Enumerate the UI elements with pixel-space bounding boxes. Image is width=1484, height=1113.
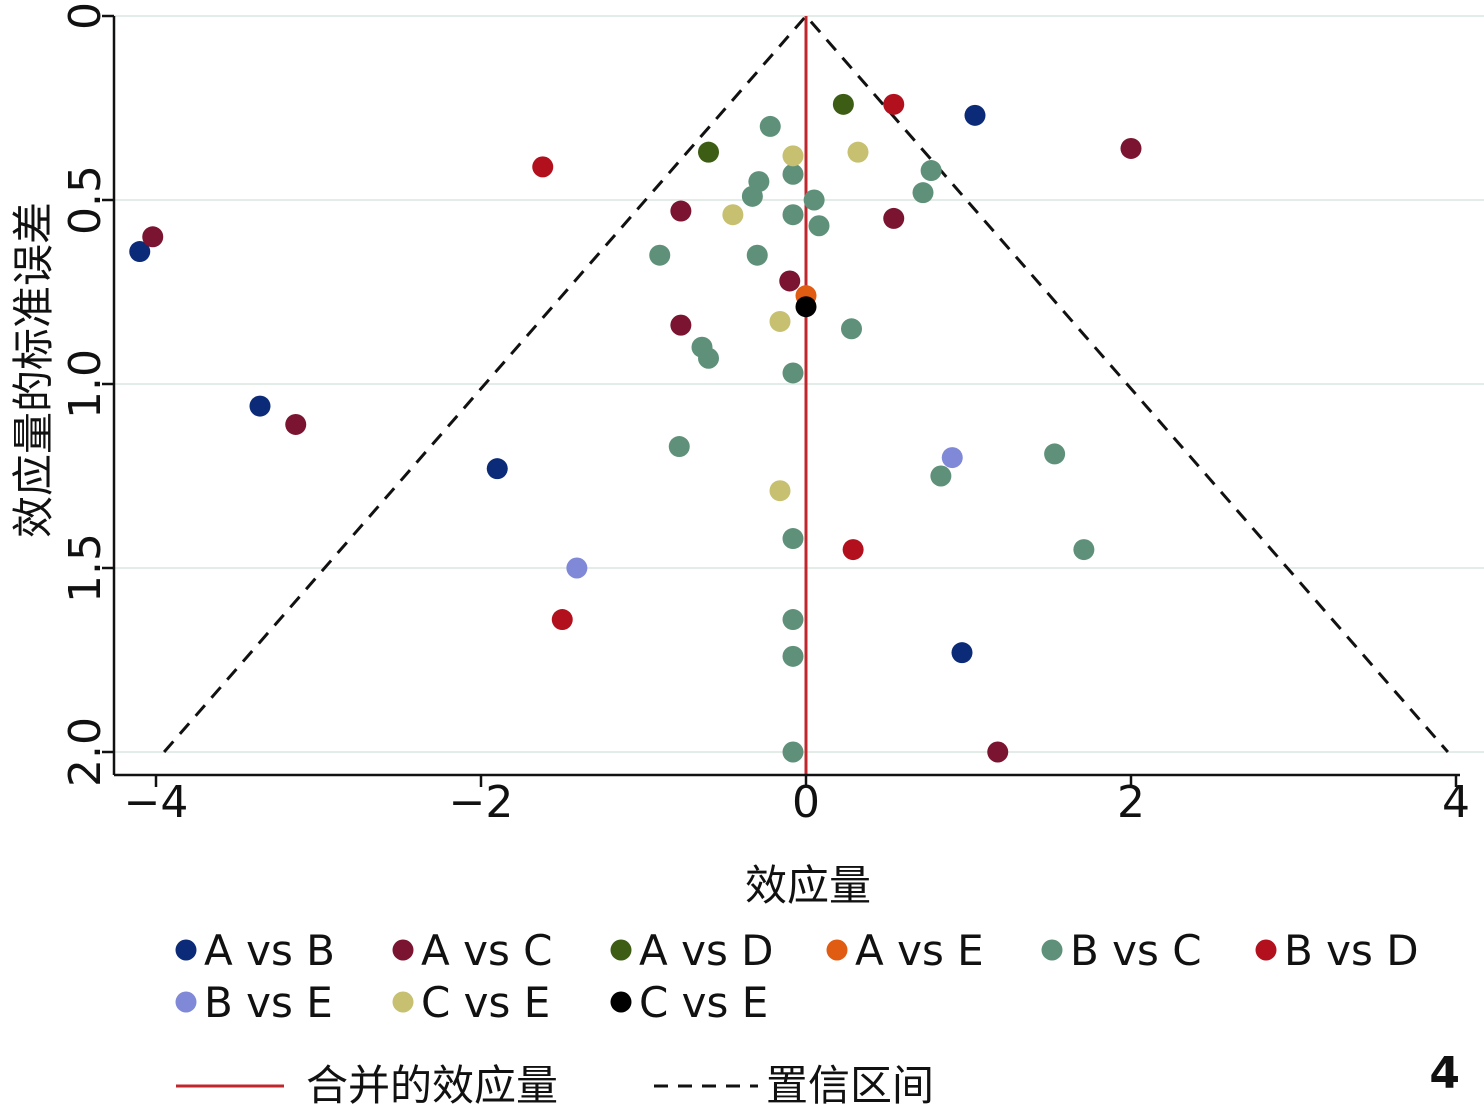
legend-ci-label: 置信区间	[766, 1061, 934, 1110]
data-point	[795, 296, 817, 318]
data-point	[841, 318, 862, 340]
data-point	[741, 185, 763, 207]
data-point	[808, 215, 830, 237]
legend-marker	[175, 939, 197, 961]
data-point	[847, 141, 869, 163]
data-point	[912, 182, 934, 204]
data-point	[129, 241, 151, 263]
legend-label: B vs E	[204, 978, 333, 1027]
legend-label: A vs E	[855, 926, 984, 975]
legend-marker	[1041, 939, 1063, 961]
data-point	[941, 447, 963, 469]
data-point	[1073, 539, 1095, 561]
data-point	[551, 609, 573, 631]
data-point	[769, 310, 791, 332]
legend-label: A vs B	[204, 926, 335, 975]
data-point	[883, 93, 905, 115]
ci-dashed-line	[162, 13, 1450, 753]
data-point	[285, 413, 307, 435]
data-point	[649, 244, 671, 266]
confidence-interval-lines	[162, 13, 1450, 753]
legend-marker	[175, 991, 197, 1013]
data-point	[832, 93, 854, 115]
data-point	[803, 189, 825, 211]
data-point	[1120, 137, 1142, 159]
y-tick-label: 1.0	[60, 349, 111, 419]
data-point	[782, 204, 804, 226]
data-point	[782, 145, 804, 167]
y-tick-label: 0	[60, 2, 111, 30]
data-point	[930, 465, 952, 487]
legend-label: A vs D	[639, 926, 774, 975]
data-point	[920, 160, 942, 182]
data-point	[782, 609, 804, 631]
y-tick-label: 0.5	[60, 165, 111, 235]
data-point	[842, 539, 864, 561]
legend-marker	[392, 939, 414, 961]
data-point	[698, 141, 719, 163]
legend-label: B vs C	[1070, 926, 1202, 975]
x-tick-label: 2	[1117, 777, 1145, 828]
data-point	[782, 741, 804, 763]
data-point	[769, 480, 791, 502]
data-point	[987, 741, 1009, 763]
legend-label: C vs E	[421, 978, 550, 1027]
data-point	[779, 270, 801, 292]
legend-marker	[826, 939, 848, 961]
x-axis-title: 效应量	[745, 861, 871, 910]
gridlines	[114, 15, 1484, 753]
data-point	[670, 200, 692, 222]
x-tick-label: −4	[124, 777, 189, 828]
data-point	[746, 244, 768, 266]
data-point	[782, 528, 804, 550]
y-axis-title: 效应量的标准误差	[9, 202, 58, 538]
x-tick-label: 0	[792, 777, 820, 828]
axes: −4 −2 0 2 4 0 0.5 1.0 1.5 2.0	[60, 2, 1470, 828]
y-tick-label: 1.5	[60, 533, 111, 603]
data-point	[1044, 443, 1066, 465]
data-point	[668, 436, 690, 458]
data-point	[698, 347, 719, 369]
data-point	[782, 362, 804, 384]
data-point	[722, 204, 744, 226]
legend-label: A vs C	[421, 926, 553, 975]
legend: A vs B A vs C A vs D A vs E B vs C B vs D B vs…	[175, 926, 1419, 1110]
data-point	[782, 163, 804, 185]
data-point	[566, 557, 588, 579]
data-point	[249, 395, 271, 417]
x-tick-label: 4	[1442, 777, 1470, 828]
data-point	[883, 207, 905, 229]
data-point	[951, 642, 973, 664]
data-point	[142, 226, 164, 248]
data-points	[129, 93, 1142, 763]
data-point	[964, 104, 986, 126]
y-tick-label: 2.0	[60, 717, 111, 787]
x-tick-label: −2	[449, 777, 514, 828]
legend-marker	[610, 991, 632, 1013]
data-point	[486, 458, 508, 480]
legend-label: B vs D	[1284, 926, 1419, 975]
legend-label: C vs E	[639, 978, 768, 1027]
legend-marker	[1255, 939, 1277, 961]
data-point	[532, 156, 554, 178]
legend-marker	[392, 991, 414, 1013]
data-point	[759, 115, 781, 137]
legend-marker	[610, 939, 632, 961]
legend-pooled-label: 合并的效应量	[306, 1061, 558, 1110]
data-point	[670, 314, 692, 336]
panel-label: 4	[1429, 1048, 1460, 1099]
data-point	[782, 645, 804, 667]
